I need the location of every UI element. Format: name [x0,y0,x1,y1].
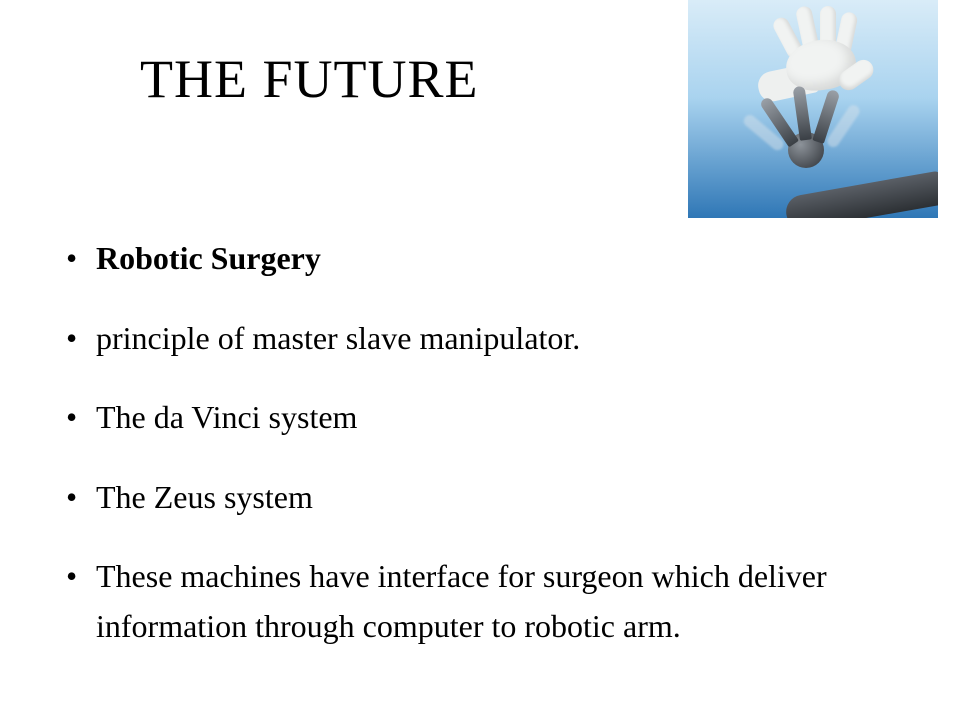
slide-title: THE FUTURE [140,48,478,110]
list-item: These machines have interface for surgeo… [62,552,920,651]
bullet-text: The Zeus system [96,479,313,515]
bullet-text: The da Vinci system [96,399,357,435]
list-item: The Zeus system [62,473,920,523]
list-item: principle of master slave manipulator. [62,314,920,364]
slide: THE FUTURE Robotic Surgery principle of … [0,0,960,720]
list-item: The da Vinci system [62,393,920,443]
bullet-list: Robotic Surgery principle of master slav… [62,234,920,682]
robotic-arm-icon [754,82,938,218]
bullet-text: These machines have interface for surgeo… [96,558,827,644]
bullet-text: principle of master slave manipulator. [96,320,580,356]
robotic-surgery-figure [688,0,938,218]
bullet-text: Robotic Surgery [96,240,321,276]
list-item: Robotic Surgery [62,234,920,284]
